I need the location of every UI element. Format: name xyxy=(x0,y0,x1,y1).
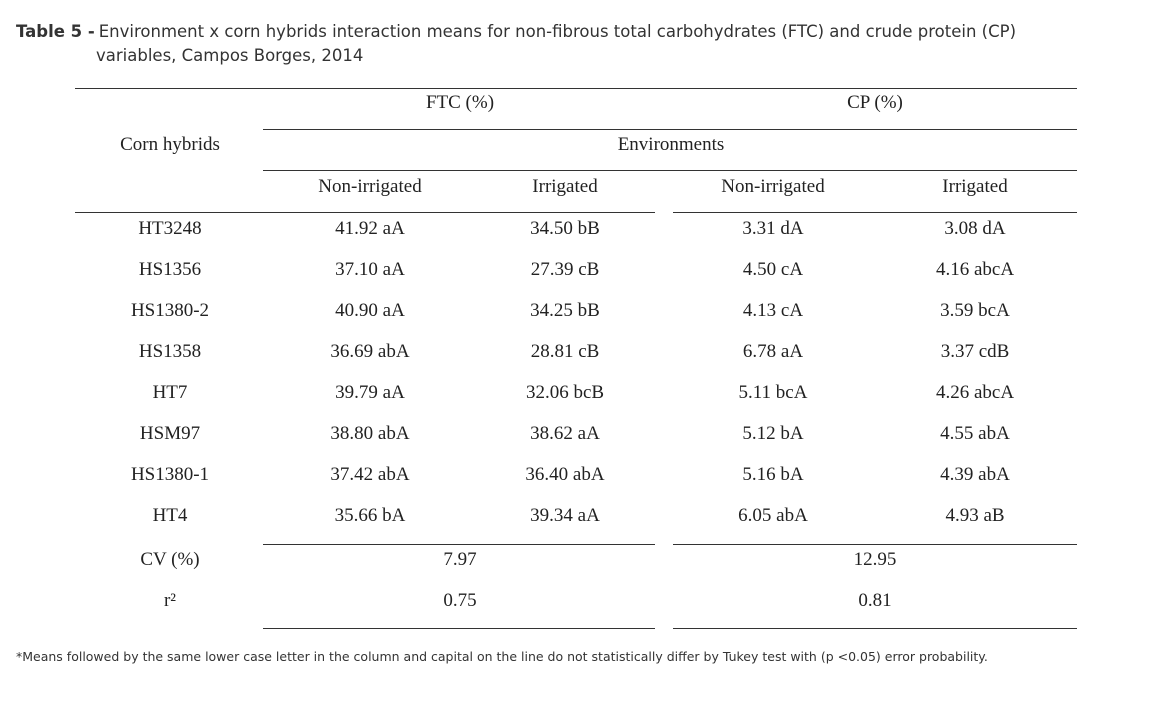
cp-irrigated-value: 4.26 abcA xyxy=(935,382,1015,403)
ftc-non-irrigated-value: 37.42 abA xyxy=(330,464,410,485)
cp-non-irrigated-value: 5.12 bA xyxy=(742,423,804,444)
header-corn-hybrids: Corn hybrids xyxy=(120,134,220,155)
header-cp-non-irrigated: Non-irrigated xyxy=(721,176,825,197)
ftc-irrigated-value: 27.39 cB xyxy=(530,259,600,280)
cp-non-irrigated-value: 5.11 bcA xyxy=(738,382,808,403)
hybrid-name: HS1356 xyxy=(138,259,202,280)
ftc-irrigated-value: 32.06 bcB xyxy=(525,382,605,403)
ftc-non-irrigated-value: 35.66 bA xyxy=(334,505,406,526)
hybrid-name: HS1380-1 xyxy=(130,464,210,485)
r2-ftc-value: 0.75 xyxy=(443,590,477,611)
cp-irrigated-value: 4.39 abA xyxy=(940,464,1010,485)
ftc-non-irrigated-value: 41.92 aA xyxy=(335,218,405,239)
ftc-irrigated-value: 38.62 aA xyxy=(530,423,600,444)
ftc-irrigated-value: 39.34 aA xyxy=(530,505,600,526)
cv-row: CV (%) 7.97 12.95 xyxy=(75,539,1077,580)
table-row: HT3248 41.92 aA 34.50 bB 3.31 dA 3.08 dA xyxy=(75,208,1077,249)
hybrid-name: HT3248 xyxy=(138,218,202,239)
cv-cp-value: 12.95 xyxy=(853,549,897,570)
ftc-irrigated-value: 34.50 bB xyxy=(530,218,600,239)
ftc-irrigated-value: 28.81 cB xyxy=(530,341,600,362)
header-cp-irrigated: Irrigated xyxy=(942,176,1008,197)
hybrid-name: HS1358 xyxy=(138,341,202,362)
hybrid-name: HT4 xyxy=(152,505,188,526)
hybrid-name: HSM97 xyxy=(139,423,201,444)
table-row: HS1380-1 37.42 abA 36.40 abA 5.16 bA 4.3… xyxy=(75,454,1077,495)
header-row-groups: FTC (%) CP (%) xyxy=(75,82,1077,123)
table-row: HS1356 37.10 aA 27.39 cB 4.50 cA 4.16 ab… xyxy=(75,249,1077,290)
cp-non-irrigated-value: 4.13 cA xyxy=(742,300,804,321)
hybrid-name: HT7 xyxy=(152,382,188,403)
table-footnote: *Means followed by the same lower case l… xyxy=(16,649,988,664)
header-row-columns: Non-irrigated Irrigated Non-irrigated Ir… xyxy=(75,166,1077,207)
rule-bottom-left xyxy=(263,628,655,629)
cv-label: CV (%) xyxy=(140,549,200,570)
cp-non-irrigated-value: 6.78 aA xyxy=(742,341,804,362)
cp-irrigated-value: 4.93 aB xyxy=(945,505,1005,526)
r2-row: r² 0.75 0.81 xyxy=(75,580,1077,621)
table-row: HS1358 36.69 abA 28.81 cB 6.78 aA 3.37 c… xyxy=(75,331,1077,372)
rule-bottom-right xyxy=(673,628,1077,629)
table-row: HS1380-2 40.90 aA 34.25 bB 4.13 cA 3.59 … xyxy=(75,290,1077,331)
ftc-non-irrigated-value: 37.10 aA xyxy=(335,259,405,280)
rule-header-bottom-right xyxy=(673,212,1077,213)
cp-irrigated-value: 3.37 cdB xyxy=(940,341,1010,362)
cp-non-irrigated-value: 3.31 dA xyxy=(742,218,804,239)
cp-irrigated-value: 3.59 bcA xyxy=(940,300,1010,321)
ftc-non-irrigated-value: 36.69 abA xyxy=(330,341,410,362)
caption-label: Table 5 - xyxy=(16,22,95,41)
header-cp: CP (%) xyxy=(847,92,903,113)
table-row: HT7 39.79 aA 32.06 bcB 5.11 bcA 4.26 abc… xyxy=(75,372,1077,413)
cp-non-irrigated-value: 6.05 abA xyxy=(738,505,808,526)
ftc-non-irrigated-value: 40.90 aA xyxy=(335,300,405,321)
cp-irrigated-value: 4.55 abA xyxy=(940,423,1010,444)
r2-label: r² xyxy=(163,590,177,611)
cp-irrigated-value: 3.08 dA xyxy=(944,218,1006,239)
cp-non-irrigated-value: 4.50 cA xyxy=(742,259,804,280)
table-row: HSM97 38.80 abA 38.62 aA 5.12 bA 4.55 ab… xyxy=(75,413,1077,454)
table-caption: Table 5 - Environment x corn hybrids int… xyxy=(16,20,1141,68)
cv-ftc-value: 7.97 xyxy=(443,549,477,570)
header-row-environments: Environments xyxy=(75,124,1077,165)
rule-header-bottom-left xyxy=(75,212,655,213)
ftc-irrigated-value: 34.25 bB xyxy=(530,300,600,321)
header-ftc-non-irrigated: Non-irrigated xyxy=(318,176,422,197)
caption-line1: Environment x corn hybrids interaction m… xyxy=(98,22,1017,41)
ftc-non-irrigated-value: 39.79 aA xyxy=(335,382,405,403)
cp-non-irrigated-value: 5.16 bA xyxy=(742,464,804,485)
r2-cp-value: 0.81 xyxy=(858,590,892,611)
rule-body-bottom-right xyxy=(673,544,1077,545)
rule-group-under xyxy=(263,129,1077,130)
ftc-irrigated-value: 36.40 abA xyxy=(525,464,605,485)
table-row: HT4 35.66 bA 39.34 aA 6.05 abA 4.93 aB xyxy=(75,495,1077,536)
header-ftc-irrigated: Irrigated xyxy=(532,176,598,197)
caption-line2: variables, Campos Borges, 2014 xyxy=(96,46,364,65)
header-environments: Environments xyxy=(617,134,725,155)
hybrid-name: HS1380-2 xyxy=(130,300,210,321)
ftc-non-irrigated-value: 38.80 abA xyxy=(330,423,410,444)
header-ftc: FTC (%) xyxy=(425,92,495,113)
rule-body-bottom-left xyxy=(263,544,655,545)
rule-env-under xyxy=(263,170,1077,171)
rule-top xyxy=(75,88,1077,89)
cp-irrigated-value: 4.16 abcA xyxy=(935,259,1015,280)
